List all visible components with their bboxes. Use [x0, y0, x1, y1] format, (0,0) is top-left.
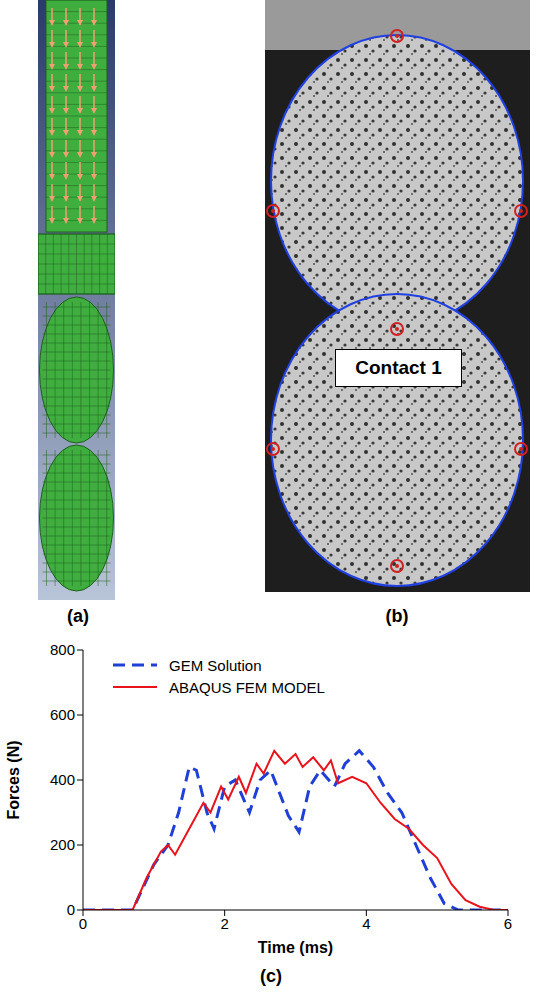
html-text:Contact 1: Contact 1	[355, 357, 442, 378]
svg-text:2: 2	[220, 915, 228, 932]
svg-text:200: 200	[50, 836, 75, 853]
html-text:(a): (a)	[67, 606, 89, 626]
svg-text:0: 0	[79, 915, 87, 932]
svg-text:600: 600	[50, 706, 75, 723]
html-text:ABAQUS FEM MODEL: ABAQUS FEM MODEL	[169, 678, 325, 696]
svg-text:Time (ms): Time (ms)	[258, 939, 333, 956]
html-text:(c): (c)	[260, 966, 282, 986]
svg-text:4: 4	[362, 915, 370, 932]
svg-text:6: 6	[504, 915, 512, 932]
svg-text:Forces (N): Forces (N)	[5, 740, 22, 819]
html-text:GEM Solution: GEM Solution	[169, 656, 262, 674]
html-text:(b): (b)	[385, 606, 409, 626]
svg-text:800: 800	[50, 641, 75, 658]
svg-text:0: 0	[67, 901, 75, 918]
svg-text:400: 400	[50, 771, 75, 788]
